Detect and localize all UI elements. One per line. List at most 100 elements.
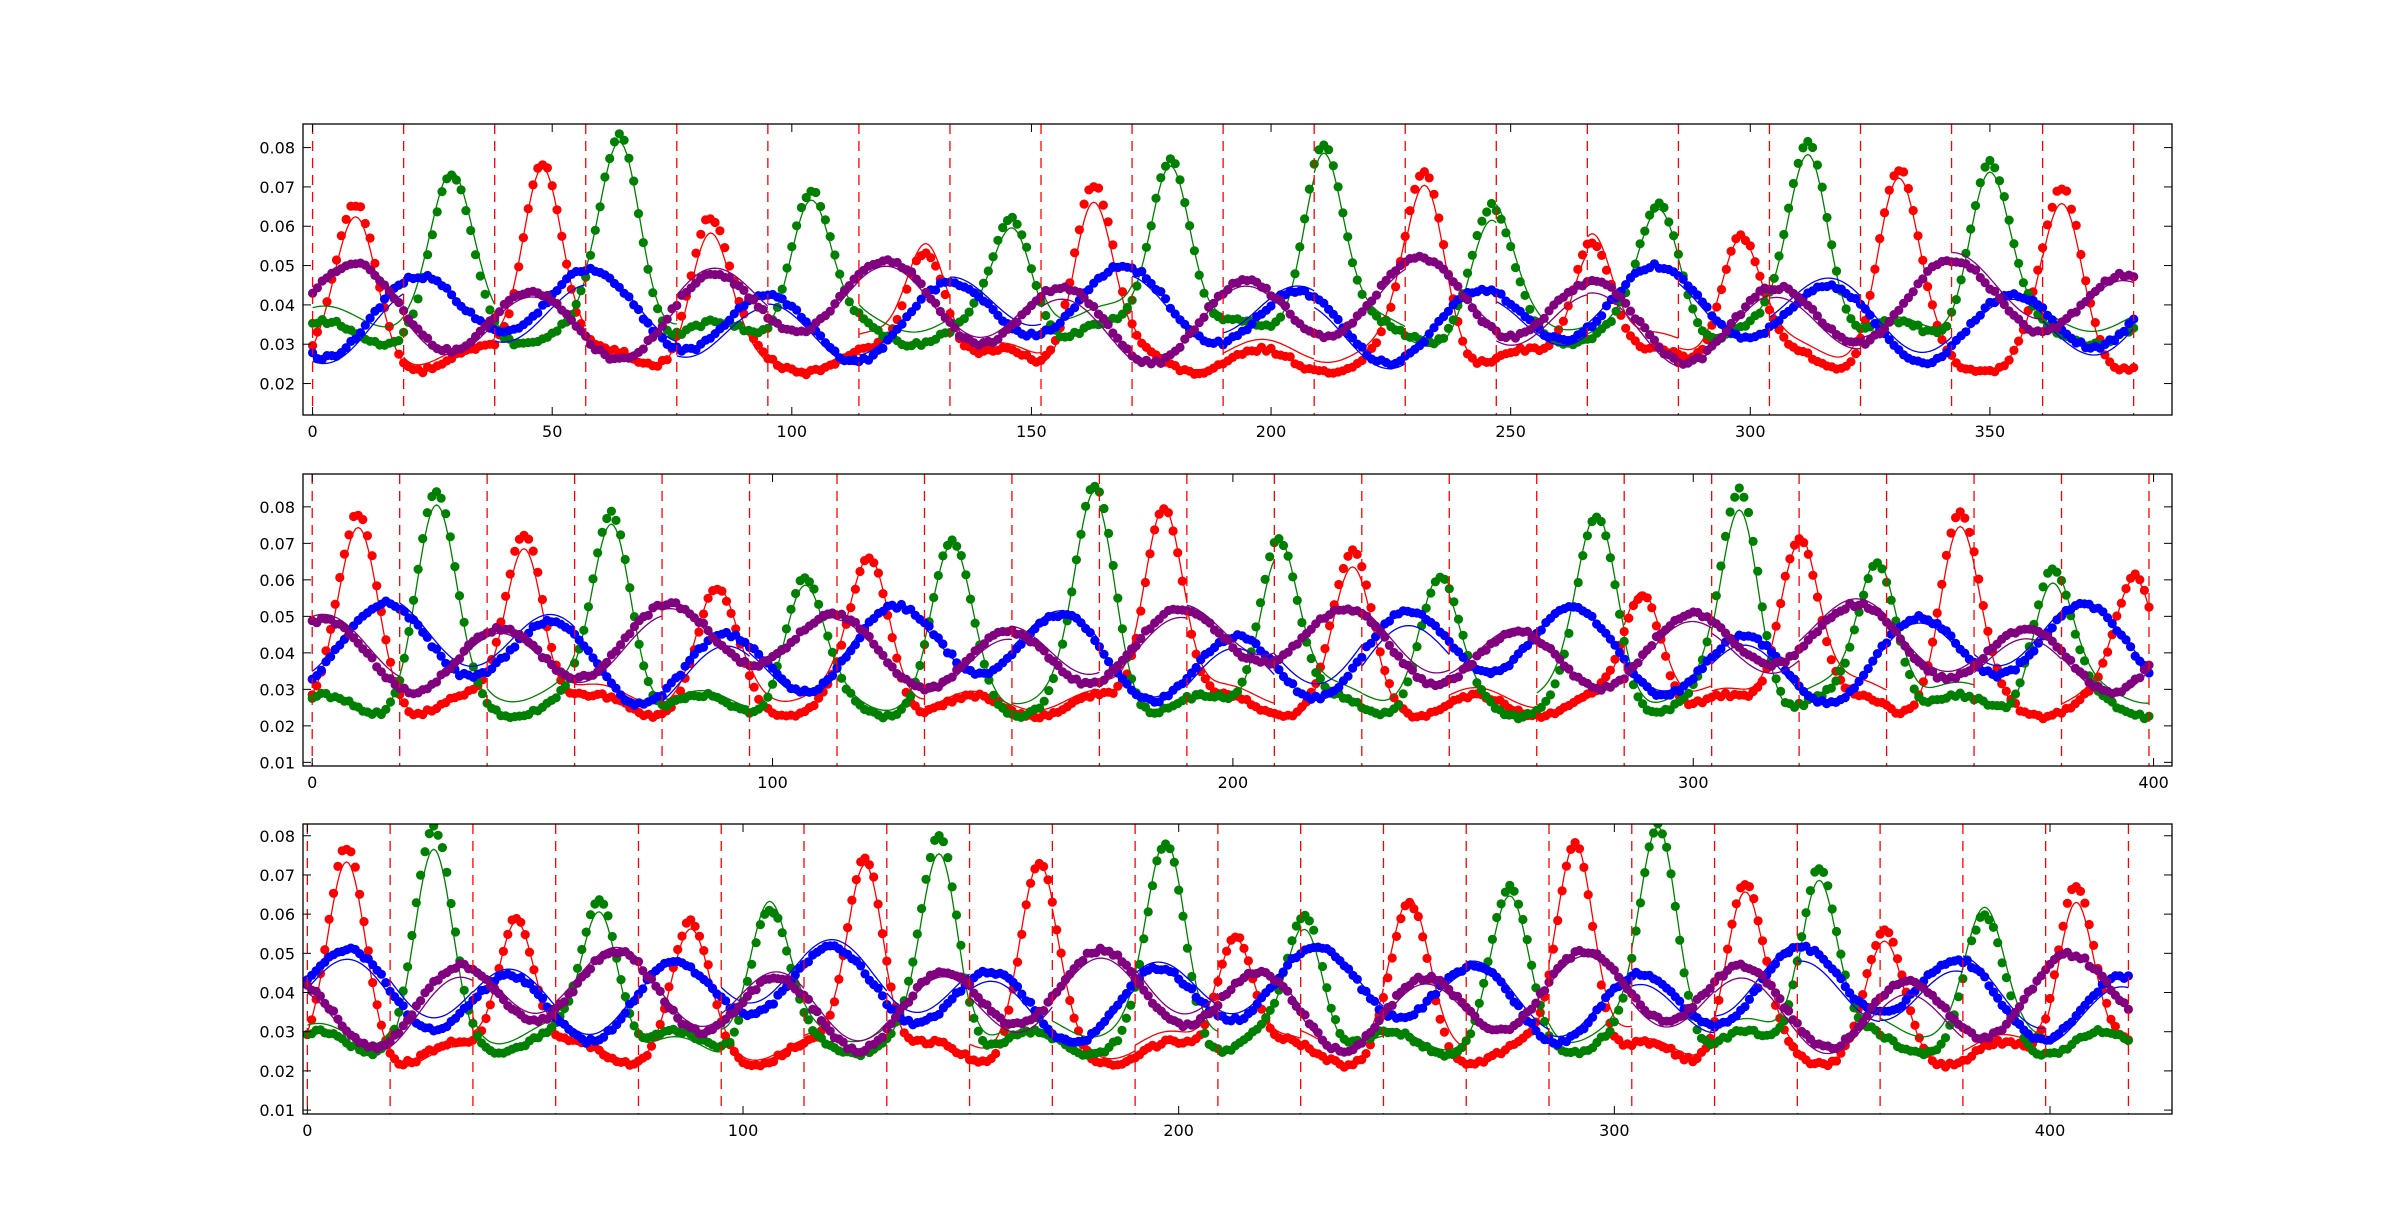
data-point: [1324, 145, 1334, 155]
data-point: [2106, 1014, 2116, 1024]
data-point: [2071, 220, 2081, 230]
data-point: [786, 963, 796, 973]
data-point: [1753, 983, 1763, 993]
data-point: [1545, 690, 1556, 700]
data-point: [1616, 292, 1626, 302]
data-point: [2070, 629, 2080, 639]
data-point: [1012, 982, 1023, 992]
data-point: [1757, 602, 1767, 612]
fit-line: [585, 141, 677, 325]
data-point: [984, 675, 994, 685]
data-point: [768, 679, 778, 689]
data-point: [951, 910, 962, 920]
data-point: [2062, 898, 2072, 908]
data-point: [1942, 348, 1952, 358]
data-point: [1347, 333, 1358, 343]
data-point: [1770, 1000, 1781, 1011]
data-point: [1914, 1033, 1924, 1043]
data-point: [1649, 828, 1659, 838]
data-point: [1688, 304, 1698, 314]
data-point: [1169, 857, 1179, 867]
data-point: [399, 606, 409, 617]
fit-line: [2042, 307, 2134, 333]
data-point: [2042, 220, 2052, 230]
data-point: [1799, 538, 1809, 548]
fit-line: [1495, 294, 1588, 346]
data-point: [1955, 507, 1965, 517]
data-point: [326, 652, 336, 662]
data-point: [1357, 289, 1367, 299]
data-point: [1113, 1036, 1123, 1046]
data-point: [1780, 571, 1790, 581]
data-point: [450, 562, 460, 572]
x-tick-label: 0: [307, 422, 317, 441]
data-point: [1573, 264, 1583, 274]
data-point: [1126, 1000, 1136, 1010]
data-point: [1199, 312, 1209, 322]
data-point: [441, 509, 451, 519]
data-point: [1740, 1002, 1750, 1012]
data-point: [494, 307, 505, 317]
data-point: [814, 684, 824, 694]
fit-line: [1769, 296, 1861, 350]
data-point: [1928, 667, 1938, 677]
data-point: [1845, 642, 1855, 652]
data-point: [577, 944, 587, 955]
data-point: [812, 1007, 822, 1017]
data-point: [1669, 231, 1679, 241]
data-point: [1394, 700, 1404, 710]
data-point: [1222, 946, 1232, 956]
data-point: [1290, 269, 1300, 279]
data-point: [726, 608, 736, 619]
data-point: [1849, 683, 1859, 693]
data-point: [915, 660, 925, 671]
data-point: [331, 255, 342, 265]
data-point: [878, 589, 888, 599]
data-point: [956, 940, 966, 950]
data-point: [947, 649, 957, 659]
fit-line: [1973, 610, 2062, 667]
x-tick-label: 350: [1975, 422, 2006, 441]
data-point: [827, 671, 838, 681]
data-point: [1975, 310, 1985, 320]
data-point: [1971, 925, 1981, 935]
data-point: [947, 672, 957, 682]
data-point: [838, 1037, 848, 1047]
data-point: [466, 225, 476, 236]
data-point: [1185, 221, 1195, 231]
data-point: [1467, 303, 1477, 313]
data-point: [1067, 587, 1077, 597]
data-point: [466, 307, 476, 317]
data-point: [1405, 897, 1415, 908]
data-point: [394, 297, 404, 308]
data-point: [1525, 304, 1535, 314]
data-point: [360, 320, 370, 330]
data-point: [1978, 601, 1988, 611]
data-point: [982, 1000, 992, 1010]
data-point: [1347, 258, 1358, 268]
data-point: [758, 305, 768, 315]
data-point: [675, 670, 686, 680]
data-point: [1412, 642, 1422, 652]
data-point: [1812, 592, 1823, 602]
data-point: [694, 931, 705, 941]
data-point: [339, 549, 349, 559]
data-point: [782, 946, 792, 956]
y-tick-label: 0.03: [259, 680, 295, 699]
data-point: [758, 700, 768, 710]
data-point: [1932, 608, 1942, 618]
data-point: [424, 983, 434, 993]
data-point: [524, 947, 535, 957]
data-point: [1923, 282, 1933, 292]
data-point: [803, 957, 814, 967]
data-point: [1492, 912, 1502, 923]
data-point: [1771, 674, 1781, 684]
data-point: [2075, 886, 2086, 897]
data-point: [2081, 276, 2091, 286]
data-point: [1453, 281, 1463, 291]
data-point: [533, 308, 543, 318]
data-point: [1439, 333, 1449, 343]
data-point: [1564, 628, 1574, 639]
data-point: [1472, 678, 1482, 688]
data-point: [620, 1008, 631, 1018]
